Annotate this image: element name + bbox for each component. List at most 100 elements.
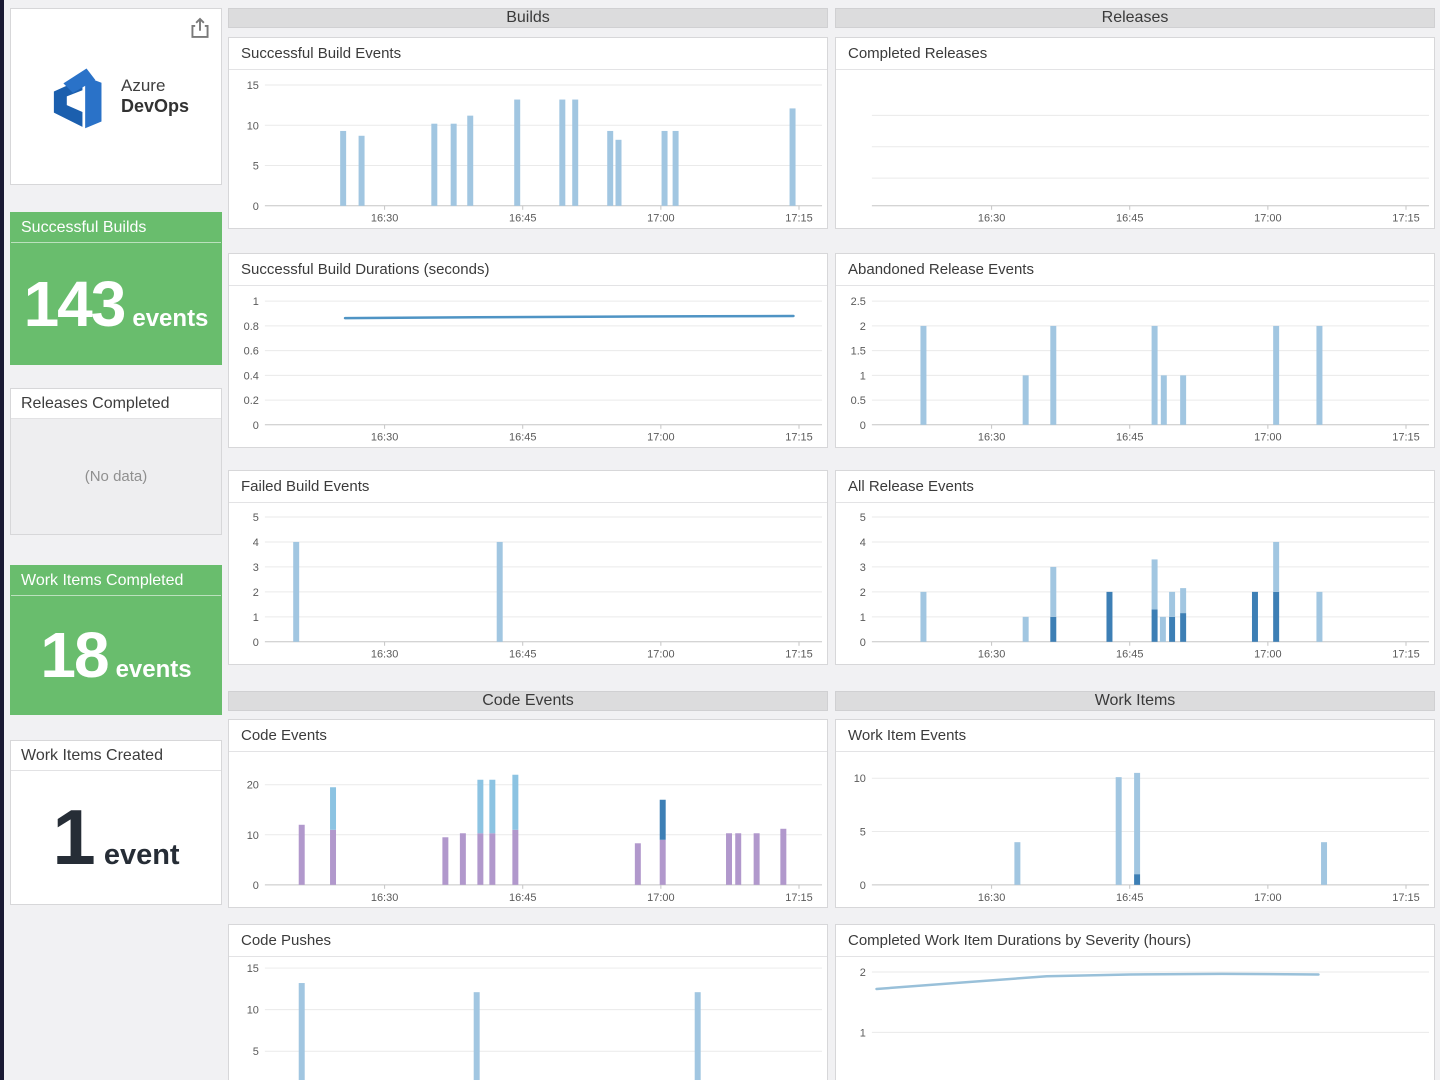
column-builds-code: Builds Successful Build Events 0 5 10 15 16:… — [228, 8, 828, 1080]
svg-text:17:00: 17:00 — [1254, 892, 1281, 904]
azure-devops-wordmark: Azure DevOps — [121, 76, 189, 116]
stat-body: 1 event — [11, 771, 221, 904]
svg-text:16:45: 16:45 — [1116, 432, 1143, 444]
svg-text:16:45: 16:45 — [509, 432, 536, 444]
completed-releases-chart: 16:30 16:45 17:00 17:15 — [871, 114, 1430, 225]
chart-title: Failed Build Events — [229, 471, 827, 503]
panel-successful-build-events: Successful Build Events 0 5 10 15 16:30 16:45… — [228, 37, 828, 229]
share-icon[interactable] — [189, 17, 211, 39]
stat-value: 18 — [40, 619, 109, 691]
svg-text:0.4: 0.4 — [244, 370, 259, 382]
svg-text:1: 1 — [860, 370, 866, 382]
window-edge — [0, 0, 4, 1080]
svg-text:3: 3 — [860, 562, 866, 574]
svg-text:0: 0 — [860, 420, 866, 432]
stat-value: 1 — [52, 793, 95, 881]
svg-text:16:30: 16:30 — [371, 892, 398, 904]
chart-title: Code Pushes — [229, 925, 827, 957]
chart-title: Abandoned Release Events — [836, 254, 1434, 286]
svg-text:5: 5 — [253, 1046, 259, 1058]
section-header-releases: Releases — [835, 8, 1435, 28]
svg-text:16:45: 16:45 — [1116, 892, 1143, 904]
svg-text:16:30: 16:30 — [978, 213, 1005, 225]
svg-text:17:15: 17:15 — [1392, 432, 1419, 444]
svg-text:16:30: 16:30 — [371, 213, 398, 225]
chart-title: Completed Work Item Durations by Severit… — [836, 925, 1434, 957]
stat-unit: events — [132, 304, 209, 332]
svg-text:10: 10 — [247, 1005, 259, 1017]
svg-text:17:15: 17:15 — [785, 213, 812, 225]
chart-title: Successful Build Durations (seconds) — [229, 254, 827, 286]
svg-text:16:45: 16:45 — [509, 892, 536, 904]
column-releases-work: Releases Completed Releases 16:30 16:45 17… — [835, 8, 1435, 1080]
panel-completed-releases: Completed Releases 16:30 16:45 17:00 17:15 — [835, 37, 1435, 229]
stat-body: 143 events — [11, 243, 221, 364]
stat-title: Work Items Created — [11, 741, 221, 771]
svg-text:16:30: 16:30 — [371, 432, 398, 444]
svg-text:2: 2 — [860, 967, 866, 979]
svg-text:16:30: 16:30 — [978, 432, 1005, 444]
svg-text:16:45: 16:45 — [509, 213, 536, 225]
svg-text:0: 0 — [253, 880, 259, 892]
section-header-code-events: Code Events — [228, 691, 828, 711]
summary-sidebar: Azure DevOps Successful Builds 143 event… — [10, 0, 222, 1080]
svg-text:2.5: 2.5 — [851, 296, 866, 308]
svg-text:5: 5 — [860, 827, 866, 839]
svg-text:0.8: 0.8 — [244, 321, 259, 333]
svg-text:0.6: 0.6 — [244, 346, 259, 358]
svg-text:2: 2 — [860, 321, 866, 333]
svg-text:0: 0 — [860, 637, 866, 649]
panel-code-events: Code Events 0 10 20 16:30 16:45 17:00 17:15 — [228, 719, 828, 908]
all-release-events-chart: 0 1 2 3 4 5 16:30 16:45 17:00 17:15 — [860, 512, 1430, 661]
chart-title: Code Events — [229, 720, 827, 752]
work-item-events-chart: 0 5 10 16:30 16:45 17:00 17:15 — [854, 772, 1430, 904]
svg-text:4: 4 — [253, 537, 259, 549]
stat-unit: event — [103, 839, 180, 871]
code-events-chart: 0 10 20 16:30 16:45 17:00 17:15 — [247, 774, 823, 904]
svg-text:0.2: 0.2 — [244, 395, 259, 407]
svg-text:10: 10 — [247, 830, 259, 842]
svg-text:0: 0 — [253, 637, 259, 649]
svg-text:3: 3 — [253, 562, 259, 574]
azure-devops-logo: Azure DevOps — [43, 63, 189, 131]
section-header-work-items: Work Items — [835, 691, 1435, 711]
svg-text:17:00: 17:00 — [647, 649, 674, 661]
panel-work-item-events: Work Item Events 0 5 10 16:30 16:45 17:00 17:1… — [835, 719, 1435, 908]
svg-text:5: 5 — [253, 161, 259, 173]
stat-title: Successful Builds — [11, 213, 221, 243]
svg-text:1: 1 — [253, 296, 259, 308]
svg-text:17:00: 17:00 — [647, 432, 674, 444]
no-data-label: (No data) — [84, 468, 148, 485]
stat-value: 143 — [23, 267, 127, 340]
stat-card-releases-completed: Releases Completed (No data) — [10, 388, 222, 535]
azure-devops-icon — [53, 67, 102, 128]
svg-text:17:15: 17:15 — [1392, 649, 1419, 661]
panel-all-release-events: All Release Events 0 1 2 3 4 5 16:30 16:45 17:00… — [835, 470, 1435, 665]
svg-text:4: 4 — [860, 537, 866, 549]
charts-area: Builds Successful Build Events 0 5 10 15 16:… — [222, 0, 1435, 1080]
stat-card-work-items-created: Work Items Created 1 event — [10, 740, 222, 905]
svg-text:0: 0 — [253, 201, 259, 213]
svg-text:0: 0 — [860, 880, 866, 892]
chart-title: All Release Events — [836, 471, 1434, 503]
svg-text:17:00: 17:00 — [1254, 213, 1281, 225]
chart-title: Completed Releases — [836, 38, 1434, 70]
svg-text:16:45: 16:45 — [509, 649, 536, 661]
stat-unit: events — [115, 656, 192, 683]
svg-text:17:00: 17:00 — [1254, 432, 1281, 444]
abandoned-release-events-chart: 0 0.5 1 1.5 2 2.5 16:30 16:45 17:00 17:15 — [851, 296, 1430, 444]
svg-text:17:15: 17:15 — [785, 649, 812, 661]
svg-text:1: 1 — [253, 612, 259, 624]
stat-title: Work Items Completed — [11, 566, 221, 596]
svg-text:2: 2 — [860, 587, 866, 599]
panel-completed-wid-severity: Completed Work Item Durations by Severit… — [835, 924, 1435, 1080]
svg-text:15: 15 — [247, 80, 259, 92]
svg-text:1: 1 — [860, 612, 866, 624]
azure-devops-logo-card: Azure DevOps — [10, 8, 222, 185]
logo-line-devops: DevOps — [120, 95, 190, 116]
svg-text:10: 10 — [854, 773, 866, 785]
